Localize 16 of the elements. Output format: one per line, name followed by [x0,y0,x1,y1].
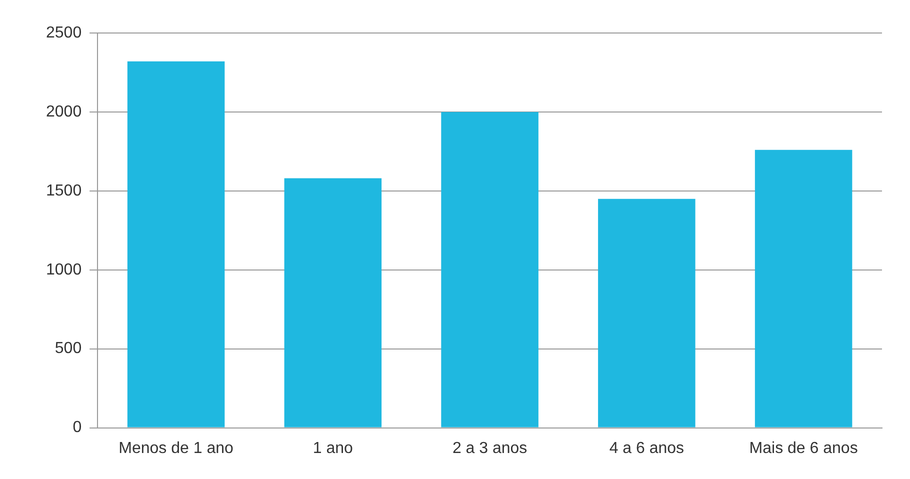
bar [598,198,696,428]
y-tick-label: 2000 [46,103,82,120]
bar [284,178,382,428]
y-tick-label: 1000 [46,261,82,278]
x-tick-label: 2 a 3 anos [452,440,528,457]
bar [127,61,225,428]
x-tick-label: Menos de 1 ano [118,440,234,457]
bar [441,112,538,428]
x-tick-label: Mais de 6 anos [749,440,858,457]
y-tick-label: 500 [54,340,82,358]
x-tick-label: 4 a 6 anos [609,440,684,457]
x-tick-label: 1 ano [312,440,354,457]
bar [754,150,852,428]
y-tick-label: 2500 [46,24,82,42]
y-tick-label: 1500 [46,182,82,200]
y-tick-label: 0 [72,419,82,436]
